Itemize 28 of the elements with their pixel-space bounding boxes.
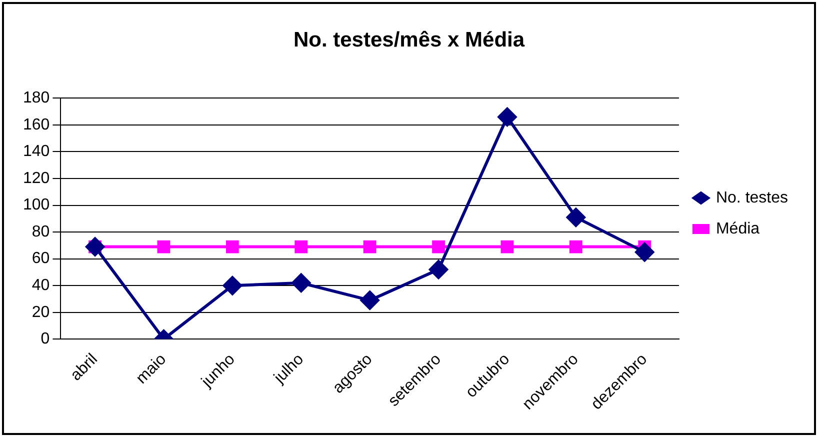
point: [569, 240, 582, 254]
point: [635, 242, 654, 262]
y-tick-label: 60: [32, 250, 50, 268]
point: [566, 208, 586, 227]
y-tick-label: 140: [22, 143, 50, 160]
y-tick-label: 160: [22, 116, 50, 134]
point: [294, 240, 308, 254]
chart-title: No. testes/mês x Média: [293, 28, 525, 52]
point: [360, 290, 380, 310]
point: [500, 240, 514, 254]
point: [86, 237, 105, 256]
legend-label: Média: [716, 220, 760, 238]
y-tick-label: 20: [32, 304, 50, 321]
point: [226, 240, 239, 254]
y-tick-label: 80: [32, 223, 50, 240]
y-tick-label: 40: [32, 276, 50, 294]
y-tick-label: 100: [22, 196, 50, 214]
point: [432, 240, 445, 254]
legend-label: No. testes: [716, 189, 788, 206]
point: [429, 260, 448, 280]
y-tick-label: 120: [22, 170, 50, 187]
point: [363, 240, 376, 254]
point: [292, 273, 311, 292]
point: [157, 240, 170, 254]
y-tick-label: 0: [40, 330, 50, 348]
point: [222, 276, 242, 296]
point: [498, 107, 517, 126]
y-tick-label: 180: [22, 90, 50, 107]
